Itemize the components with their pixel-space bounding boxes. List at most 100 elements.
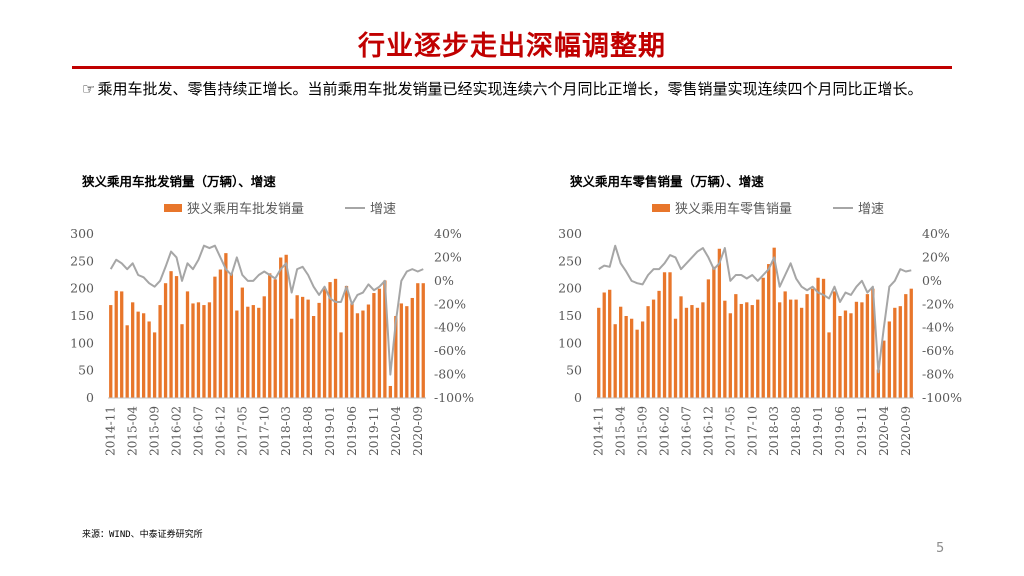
bar	[213, 276, 217, 398]
x-tick-label: 2019-11	[367, 406, 381, 456]
bar	[860, 302, 864, 398]
bar	[898, 306, 902, 398]
bar	[388, 385, 393, 398]
bar	[668, 272, 672, 398]
x-tick-label: 2020-09	[899, 406, 913, 456]
bar	[196, 302, 201, 398]
bar	[218, 269, 223, 398]
x-tick-label: 2015-09	[148, 406, 162, 456]
bar	[322, 288, 327, 398]
y2-tick-label: 40%	[922, 226, 950, 241]
bar	[832, 291, 837, 398]
growth-line	[598, 244, 912, 374]
bar	[366, 304, 371, 398]
bar	[114, 290, 118, 398]
bar	[279, 257, 283, 398]
legend-bar-label: 狭义乘用车批发销量	[187, 201, 304, 217]
bar	[185, 291, 190, 398]
bar	[120, 291, 124, 398]
legend-line-label: 增速	[370, 202, 396, 217]
bar	[816, 277, 820, 398]
y-tick-label: 250	[70, 253, 94, 268]
x-tick-label: 2019-01	[323, 406, 337, 456]
page-number: 5	[936, 541, 945, 556]
bar	[701, 302, 705, 398]
bar	[805, 294, 809, 398]
bar	[300, 296, 305, 398]
y-tick-label: 300	[558, 226, 582, 241]
bar	[662, 272, 667, 398]
bar	[717, 248, 722, 398]
bar	[273, 279, 277, 398]
legend-bar-swatch	[652, 204, 670, 212]
chart-wholesale: 狭义乘用车批发销量 增速 0 50 100 150 200 250 300 -100% -80% -6…	[70, 201, 474, 456]
bar	[827, 332, 831, 398]
y-tick-label: 150	[558, 308, 582, 323]
bar	[207, 302, 212, 398]
x-tick-label: 2018-08	[301, 406, 315, 456]
y-tick-label: 250	[558, 253, 582, 268]
bar	[651, 299, 656, 398]
bar	[794, 299, 798, 398]
bar	[141, 313, 146, 398]
bar	[191, 303, 195, 398]
x-tick-label: 2016-07	[191, 406, 205, 456]
y2-tick-label: 20%	[434, 249, 462, 264]
bar	[416, 283, 420, 398]
bar	[246, 306, 250, 398]
bar	[405, 306, 409, 398]
x-tick-label: 2017-05	[235, 406, 249, 456]
bar	[169, 271, 173, 398]
bar	[629, 318, 634, 398]
bar	[597, 307, 601, 398]
bar	[125, 325, 129, 398]
bar	[739, 303, 743, 398]
bar	[262, 296, 266, 398]
bar	[361, 310, 365, 398]
bar	[624, 316, 628, 398]
bar	[904, 294, 908, 398]
y2-tick-label: 0%	[922, 273, 942, 288]
bar	[163, 283, 168, 398]
x-tick-label: 2016-07	[679, 406, 693, 456]
x-tick-label: 2019-11	[855, 406, 869, 456]
bar	[229, 273, 234, 398]
bar	[317, 302, 321, 398]
source-note: 来源：WIND、中泰证券研究所	[82, 530, 203, 540]
bar	[865, 294, 870, 398]
legend-line-label: 增速	[858, 202, 884, 217]
bar	[821, 278, 826, 398]
bar	[695, 307, 700, 398]
summary-body: 乘用车批发、零售持续正增长。当前乘用车批发销量已经实现连续六个月同比正增长，零售…	[97, 80, 923, 98]
bar	[799, 307, 804, 398]
y2-tick-label: -100%	[922, 390, 962, 405]
x-tick-label: 2015-09	[636, 406, 650, 456]
bar	[635, 329, 639, 398]
y-tick-label: 100	[558, 335, 582, 350]
x-tick-label: 2018-08	[789, 406, 803, 456]
chart-title-retail: 狭义乘用车零售销量（万辆）、增速	[570, 174, 764, 189]
y2-tick-label: 40%	[434, 226, 462, 241]
bar	[284, 254, 288, 398]
y2-tick-label: 20%	[922, 249, 950, 264]
x-tick-label: 2017-10	[745, 406, 759, 456]
bar	[268, 273, 272, 398]
bar	[394, 316, 398, 398]
y2-tick-label: -60%	[434, 343, 466, 358]
bar	[893, 307, 897, 398]
bar	[619, 306, 623, 398]
x-tick-label: 2020-09	[411, 406, 425, 456]
bar	[887, 321, 891, 398]
x-tick-label: 2020-04	[877, 406, 891, 456]
summary-text: ☞ 乘用车批发、零售持续正增长。当前乘用车批发销量已经实现连续六个月同比正增长，零…	[82, 78, 937, 100]
y2-tick-label: -100%	[434, 390, 474, 405]
x-tick-label: 2020-04	[389, 406, 403, 456]
bar	[608, 289, 612, 398]
bar	[750, 305, 754, 398]
x-tick-label: 2017-10	[257, 406, 271, 456]
bar	[180, 324, 184, 398]
bar	[882, 340, 886, 398]
y-tick-label: 0	[574, 390, 582, 405]
bar	[761, 277, 765, 398]
bar	[174, 276, 179, 398]
